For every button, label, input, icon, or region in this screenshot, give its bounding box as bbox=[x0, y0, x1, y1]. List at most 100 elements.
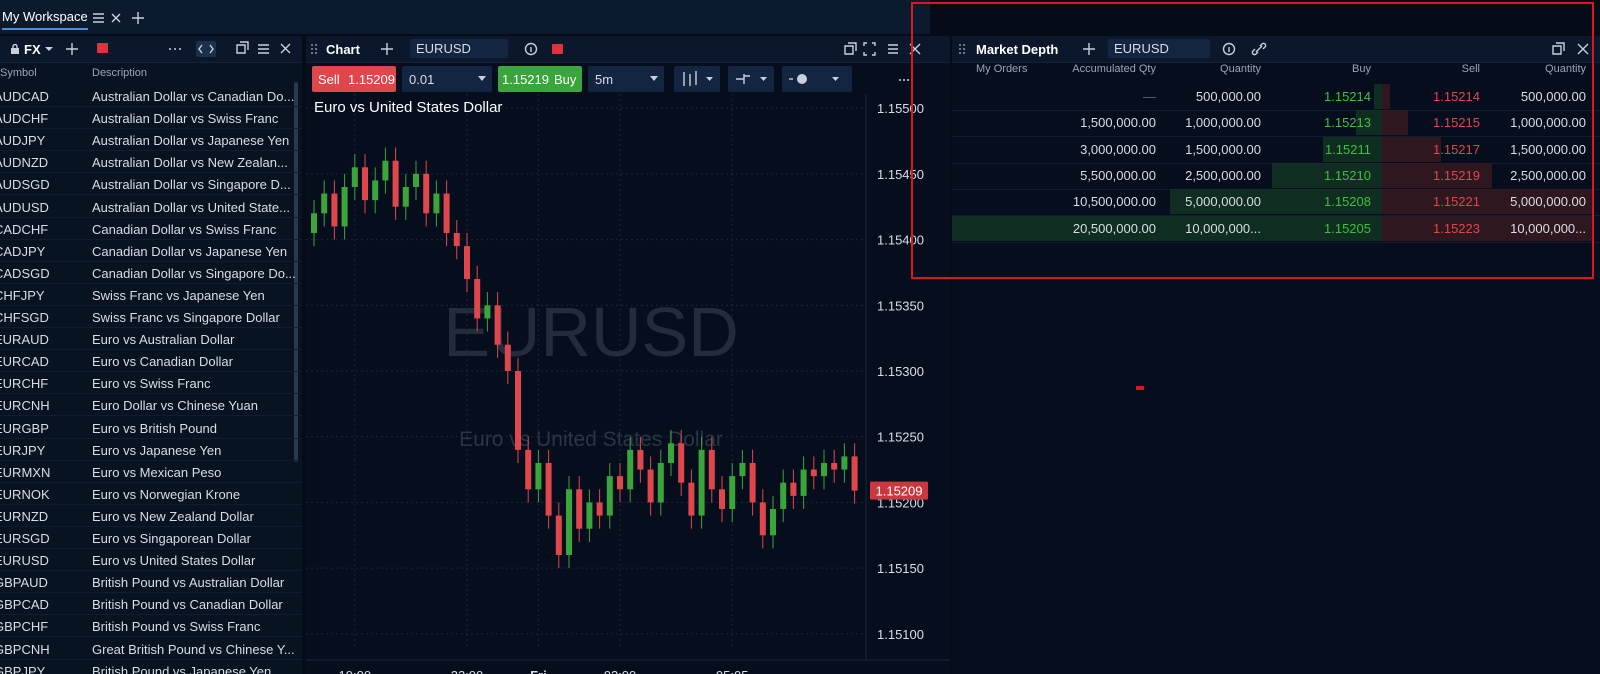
candle-body bbox=[810, 469, 817, 477]
watchlist-row[interactable]: GBPAUD British Pound vs Australian Dollar bbox=[0, 570, 302, 594]
depth-cell: 1.15211 bbox=[1324, 141, 1371, 157]
watchlist-row[interactable]: AUDUSD Australian Dollar vs United State.… bbox=[0, 195, 302, 218]
watchlist-row[interactable]: CADCHF Canadian Dollar vs Swiss Franc bbox=[0, 217, 302, 240]
candle-body bbox=[494, 305, 501, 345]
window-icons[interactable] bbox=[1552, 42, 1596, 56]
watchlist-row[interactable]: AUDNZD Australian Dollar vs New Zealan... bbox=[0, 150, 302, 174]
top-bar: My Workspace bbox=[0, 0, 930, 34]
market-depth-header: Market Depth EURUSD bbox=[952, 36, 1600, 63]
panel-title: Market Depth bbox=[976, 42, 1059, 57]
scrollbar[interactable] bbox=[294, 82, 298, 462]
description: British Pound vs Swiss Franc bbox=[92, 619, 261, 635]
candle-body bbox=[719, 489, 725, 509]
watchlist-row[interactable]: EURMXN Euro vs Mexican Peso bbox=[0, 460, 302, 483]
symbol: EURSGD bbox=[0, 531, 50, 546]
sell-depth-bar bbox=[1382, 136, 1441, 162]
watchlist-row[interactable]: EURCHF Euro vs Swiss Franc bbox=[0, 371, 302, 395]
candle-body bbox=[668, 443, 674, 463]
header-icons[interactable] bbox=[1222, 41, 1272, 57]
watchlist-row[interactable]: EURJPY Euro vs Japanese Yen bbox=[0, 438, 302, 461]
watchlist-row[interactable]: CADSGD Canadian Dollar vs Singapore Do... bbox=[0, 261, 302, 284]
buy-depth-bar bbox=[1272, 162, 1382, 188]
candle-body bbox=[647, 469, 654, 503]
symbol: GBPCHF bbox=[0, 619, 49, 635]
column-header[interactable]: Description bbox=[92, 67, 148, 79]
watchlist-row[interactable]: GBPCHF British Pound vs Swiss Franc bbox=[0, 614, 302, 638]
tab-icons[interactable] bbox=[92, 11, 152, 25]
column-header: Buy bbox=[1352, 63, 1371, 75]
description: Euro vs Australian Dollar bbox=[92, 332, 235, 348]
watchlist-row[interactable]: AUDSGD Australian Dollar vs Singapore D..… bbox=[0, 172, 302, 196]
watchlist-row[interactable]: EURAUD Euro vs Australian Dollar bbox=[0, 327, 302, 351]
sell-button[interactable]: Sell 1.15209 bbox=[312, 66, 396, 92]
watchlist-row[interactable]: AUDCHF Australian Dollar vs Swiss Franc bbox=[0, 106, 302, 130]
depth-row: 1,500,000.00 1,000,000.00 1.15213 1.15215 1,… bbox=[952, 110, 1600, 138]
add-icon[interactable] bbox=[380, 42, 394, 56]
watchlist-row[interactable]: CADJPY Canadian Dollar vs Japanese Yen bbox=[0, 239, 302, 262]
symbol: EURCAD bbox=[0, 354, 49, 370]
timeframe[interactable]: 5m bbox=[595, 72, 614, 87]
watchlist-row[interactable]: EURSGD Euro vs Singaporean Dollar bbox=[0, 526, 302, 549]
depth-cell: 2,500,000.00 bbox=[1185, 167, 1261, 183]
watchlist-row[interactable]: EURNZD Euro vs New Zealand Dollar bbox=[0, 504, 302, 527]
buy-depth-bar bbox=[1323, 136, 1382, 162]
column-header[interactable]: Symbol bbox=[0, 67, 37, 79]
symbol: CHFSGD bbox=[0, 310, 49, 325]
watchlist-row[interactable]: EURNOK Euro vs Norwegian Krone bbox=[0, 482, 302, 505]
symbol-input[interactable]: EURUSD bbox=[1108, 39, 1210, 58]
highlight-box bbox=[911, 2, 1594, 279]
watchlist-row[interactable]: CHFSGD Swiss Franc vs Singapore Dollar bbox=[0, 305, 302, 328]
symbol: EURCNH bbox=[0, 398, 50, 414]
sell-price[interactable]: 1.15209 bbox=[348, 72, 395, 87]
candle-body bbox=[311, 213, 317, 233]
watchlist-row[interactable]: AUDJPY Australian Dollar vs Japanese Yen bbox=[0, 128, 302, 152]
symbol-input[interactable]: EURUSD bbox=[410, 39, 508, 58]
depth-row: — 500,000.00 1.15214 1.15214 500,000.00 bbox=[952, 84, 1600, 111]
watchlist-row[interactable]: EURCNH Euro Dollar vs Chinese Yuan bbox=[0, 393, 302, 417]
depth-cell: 1.15215 bbox=[1433, 115, 1480, 131]
quantity-select[interactable]: 0.01 bbox=[402, 66, 492, 92]
watchlist-row[interactable]: EURCAD Euro vs Canadian Dollar bbox=[0, 349, 302, 373]
workspace-tab[interactable]: My Workspace bbox=[2, 9, 88, 30]
y-tick-label: 1.15150 bbox=[877, 561, 924, 576]
panel-title: Chart bbox=[326, 42, 360, 57]
symbol: GBPCNH bbox=[0, 641, 50, 657]
symbol: AUDNZD bbox=[0, 155, 49, 171]
watchlist-row[interactable]: CHFJPY Swiss Franc vs Japanese Yen bbox=[0, 283, 302, 306]
description: Swiss Franc vs Japanese Yen bbox=[92, 287, 265, 303]
watchlist-row[interactable]: GBPCNH Great British Pound vs Chinese Y..… bbox=[0, 637, 302, 660]
depth-cell: 1,500,000.00 bbox=[1185, 141, 1261, 157]
x-tick-label: 05:05 bbox=[716, 668, 749, 674]
caret bbox=[478, 76, 486, 81]
drag-handle[interactable] bbox=[310, 43, 318, 55]
watchlist-row[interactable]: GBPCAD British Pound vs Canadian Dollar bbox=[0, 592, 302, 616]
sell-label[interactable]: Sell bbox=[318, 72, 340, 87]
header-icons[interactable] bbox=[524, 41, 564, 57]
depth-cell: 1.15219 bbox=[1433, 167, 1480, 183]
description: Euro vs Japanese Yen bbox=[92, 442, 222, 458]
timeframe-select[interactable]: 5m bbox=[588, 66, 664, 92]
watermark-subtitle: Euro vs United States Dollar bbox=[459, 428, 723, 451]
symbol: AUDJPY bbox=[0, 133, 46, 149]
buy-label[interactable]: Buy bbox=[554, 72, 577, 87]
buy-price[interactable]: 1.15219 bbox=[502, 72, 549, 87]
caret bbox=[650, 76, 658, 81]
watchlist-row[interactable]: AUDCAD Australian Dollar vs Canadian Do..… bbox=[0, 84, 302, 107]
chart-tools[interactable] bbox=[674, 66, 946, 92]
buy-button[interactable]: 1.15219 Buy bbox=[498, 66, 582, 92]
watchlist-row[interactable]: EURGBP Euro vs British Pound bbox=[0, 416, 302, 439]
symbol: GBPAUD bbox=[0, 575, 48, 591]
description: Australian Dollar vs Swiss Franc bbox=[92, 111, 279, 127]
description: Euro vs Mexican Peso bbox=[92, 464, 222, 480]
drag-handle[interactable] bbox=[958, 43, 966, 55]
group-name[interactable]: FX bbox=[24, 42, 41, 57]
sell-depth-bar bbox=[1382, 215, 1592, 241]
watchlist-row[interactable]: EURUSD Euro vs United States Dollar bbox=[0, 548, 302, 572]
watchlist-row[interactable]: GBPJPY British Pound vs Japanese Yen bbox=[0, 659, 302, 674]
quantity[interactable]: 0.01 bbox=[409, 72, 435, 87]
add-icon[interactable] bbox=[1082, 42, 1096, 56]
sell-depth-bar bbox=[1382, 84, 1390, 109]
candle-body bbox=[566, 489, 572, 555]
x-tick-label: Fri bbox=[530, 668, 547, 674]
watchlist-icons[interactable] bbox=[0, 36, 302, 62]
